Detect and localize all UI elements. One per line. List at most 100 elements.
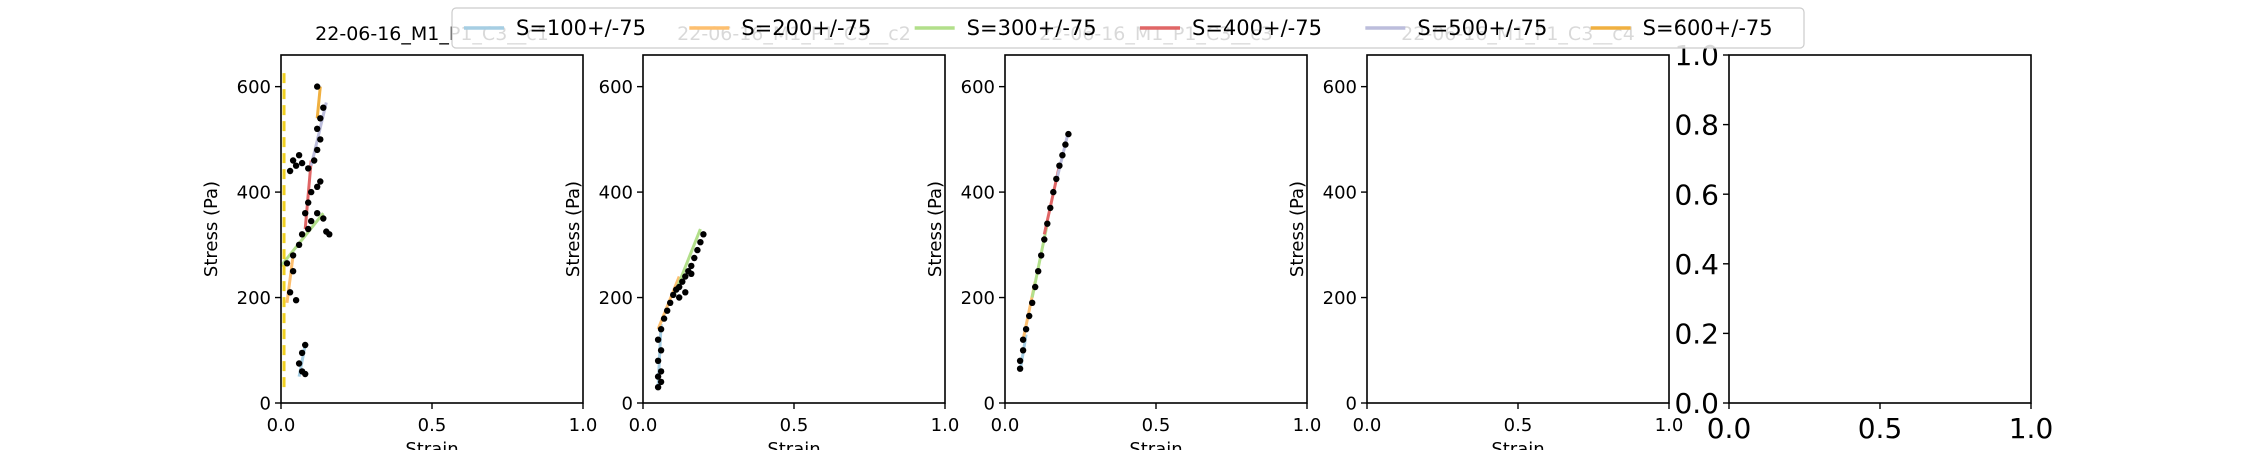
axes-frame [1004,54,1308,404]
y-tick-label: 0 [1346,393,1357,414]
data-point-16 [682,273,689,280]
x-tick-label: 1.0 [1293,415,1322,436]
legend-entry-1: S=100+/-75 [464,16,646,40]
data-point-6 [1026,312,1033,320]
x-tick-label: 0.0 [1353,415,1382,436]
legend-label: S=500+/-75 [1417,16,1547,40]
data-point-5 [1022,326,1030,333]
x-axis-label: Strain [1491,439,1544,450]
y-tick-label: 400 [599,183,633,204]
data-point-20 [694,246,701,254]
data-point-18 [688,262,695,270]
data-point-4 [1019,336,1027,343]
data-point-10 [289,252,297,259]
data-point-11 [295,241,303,248]
y-axis-label: Stress (Pa) [563,181,584,277]
data-point-6 [292,297,300,304]
data-point-3 [1019,347,1027,354]
data-point-22 [314,183,321,190]
data-point-15 [1053,175,1060,183]
data-point-32 [317,136,324,143]
data-point-36 [314,83,321,90]
data-point-22 [700,231,707,238]
data-point-7 [286,289,294,296]
data-point-12 [670,291,677,299]
y-tick-label: 200 [237,288,271,309]
data-point-25 [292,162,300,169]
data-point-3 [302,341,309,349]
axes-frame [1728,54,2032,404]
y-tick-label: 0.2 [1674,317,1719,350]
data-point-31 [314,146,321,154]
x-tick-label: 1.0 [1655,415,1684,436]
fit-line-3 [279,212,325,267]
x-tick-label: 1.0 [2009,412,2054,445]
data-point-13 [1047,204,1054,212]
data-point-5 [654,357,662,364]
data-point-8 [657,326,665,333]
x-tick-label: 1.0 [569,415,598,436]
data-point-1 [1016,365,1024,372]
data-point-8 [289,268,297,275]
y-tick-label: 200 [961,288,995,309]
data-point-1 [295,360,303,367]
data-point-14 [308,217,315,225]
data-point-20 [305,199,312,206]
legend: S=100+/-75 S=200+/-75 S=300+/-75 S=400+/-75… [451,7,1805,49]
y-tick-label: 400 [961,183,995,204]
data-point-10 [664,307,671,314]
data-point-2 [298,349,306,357]
x-axis-label: Strain [767,439,820,450]
legend-entry-4: S=400+/-75 [1140,16,1322,40]
data-point-26 [289,157,297,164]
data-point-1 [654,384,662,391]
y-tick-label: 600 [1323,77,1357,98]
data-point-11 [667,299,674,306]
data-point-6 [657,347,665,354]
data-point-10 [1038,252,1045,259]
data-point-15 [314,210,321,217]
y-tick-label: 0 [622,393,633,414]
legend-label: S=400+/-75 [1192,16,1322,40]
y-tick-label: 600 [961,77,995,98]
data-point-11 [1041,236,1048,243]
y-axis-label: Stress (Pa) [925,181,946,277]
data-point-2 [657,378,665,386]
y-tick-label: 0.6 [1674,178,1719,211]
fit-line-4 [303,160,313,230]
x-tick-label: 0.5 [780,415,809,436]
data-point-33 [314,125,321,132]
data-point-18 [326,231,333,238]
data-point-5 [302,370,309,378]
y-tick-label: 0.0 [1674,387,1719,420]
y-tick-label: 0 [984,393,995,414]
y-tick-label: 200 [599,288,633,309]
data-point-7 [1029,299,1036,306]
data-point-28 [298,159,306,167]
x-tick-label: 0.0 [629,415,658,436]
y-tick-label: 0.8 [1674,109,1719,142]
data-point-7 [654,336,662,343]
data-point-9 [660,315,668,322]
data-point-3 [654,373,662,380]
data-point-2 [1016,357,1024,364]
data-point-16 [320,215,327,222]
x-tick-label: 0.5 [1858,412,1903,445]
x-tick-label: 0.5 [418,415,447,436]
data-point-18 [1062,141,1069,148]
data-point-29 [305,165,312,172]
data-point-25 [688,270,695,277]
axes-frame [642,54,946,404]
fit-line-5 [309,102,328,167]
x-tick-label: 0.0 [267,415,296,436]
axes-frame [1366,54,1670,404]
x-tick-label: 0.0 [991,415,1020,436]
data-point-14 [676,283,683,291]
fit-line-6 [315,86,322,119]
y-tick-label: 400 [237,183,271,204]
data-point-13 [305,225,312,233]
legend-label: S=600+/-75 [1643,16,1773,40]
